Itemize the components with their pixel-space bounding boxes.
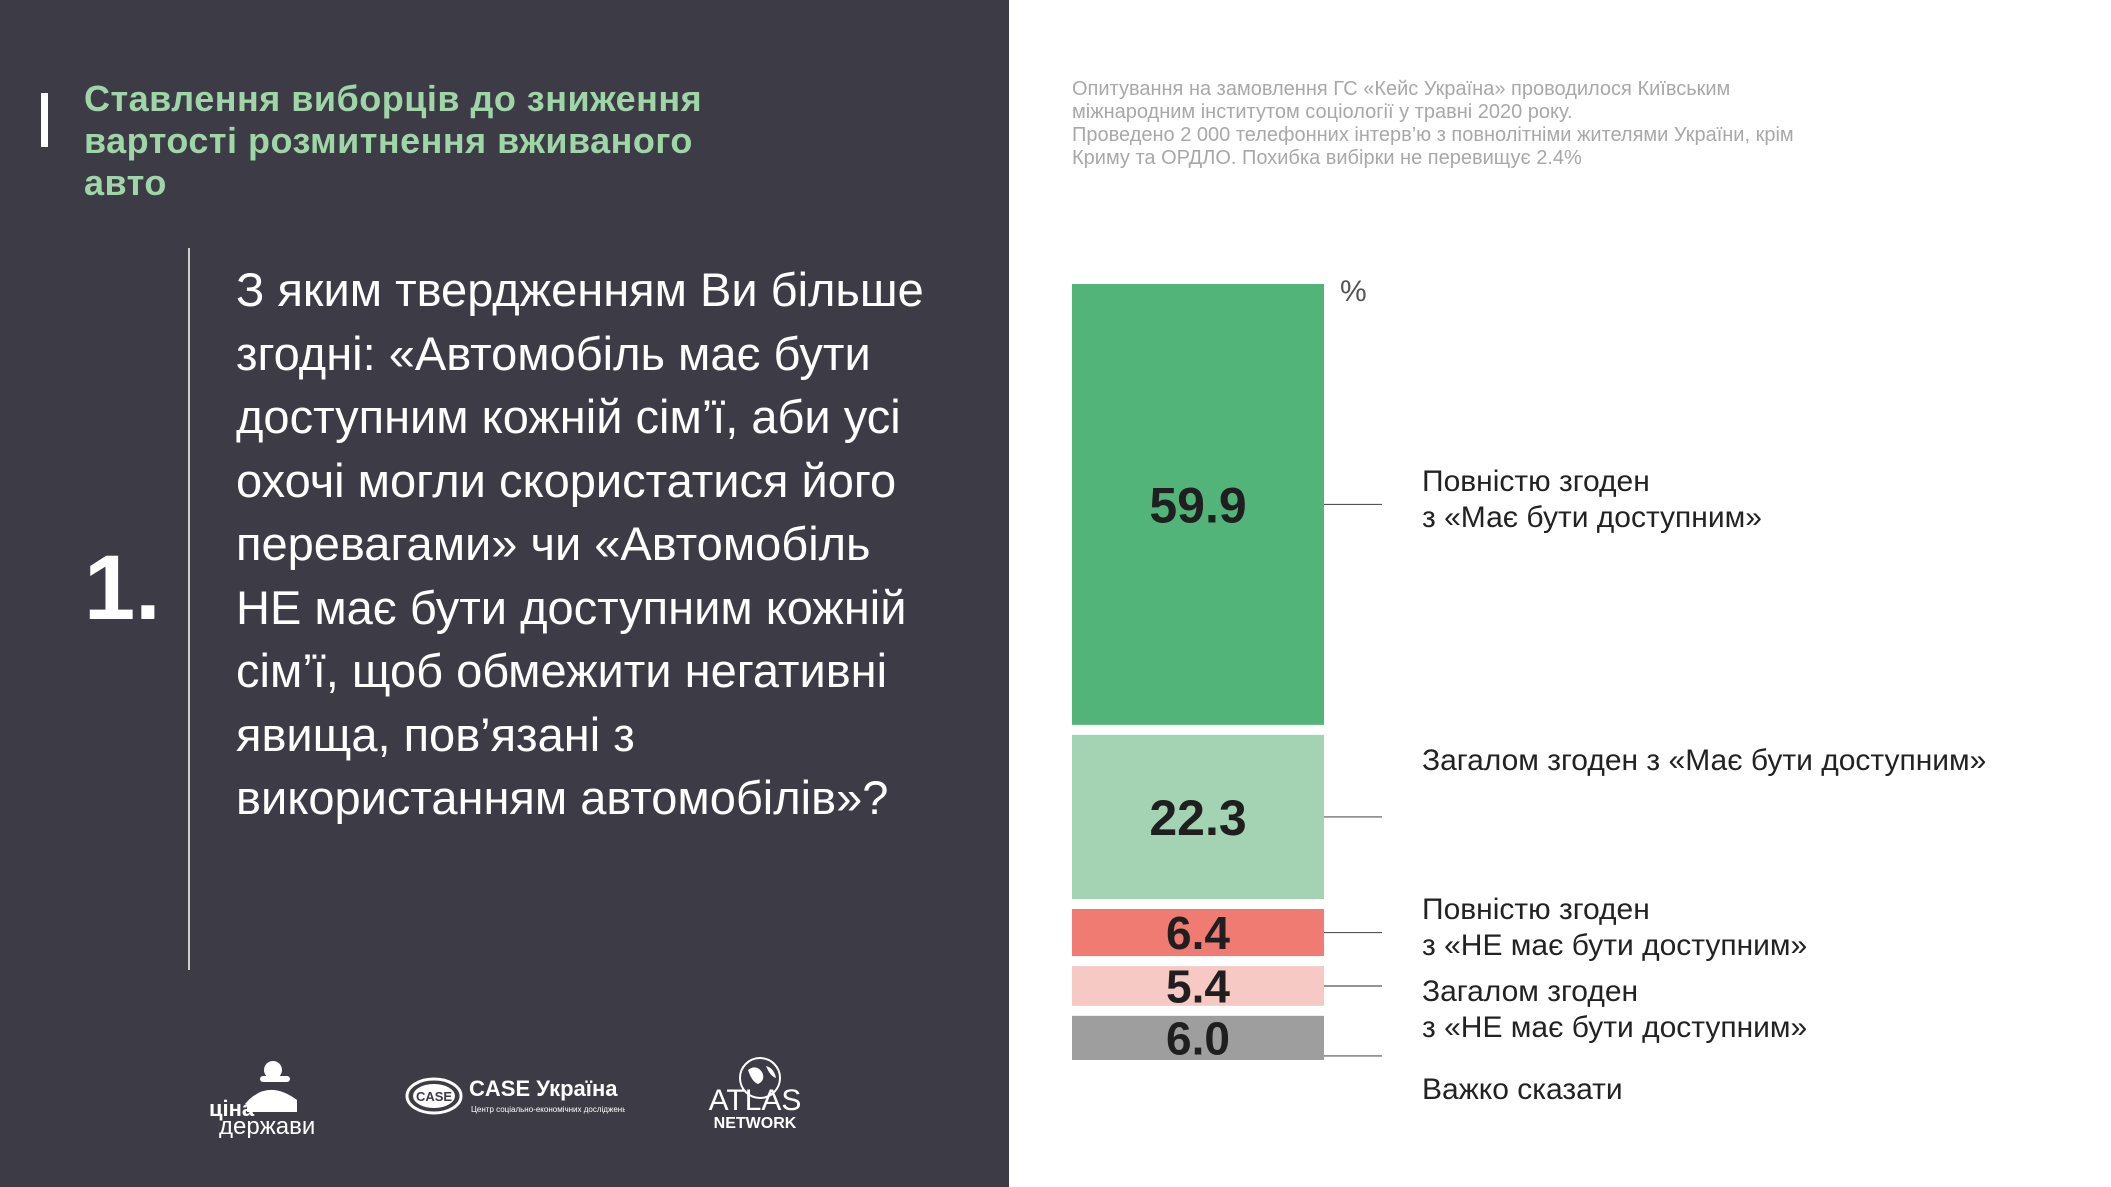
category-label-2: Загалом згоден з «Має бути доступним» <box>1422 743 1986 779</box>
category-label-1: Повністю згоден з «Має бути доступним» <box>1422 464 1762 536</box>
category-label-1-line-1: Повністю згоден <box>1422 465 1650 498</box>
category-label-5-line-1: Важко сказати <box>1422 1073 1623 1106</box>
question-number: 1. <box>84 537 161 639</box>
case-subtitle: Центр соціально-економічних досліджень <box>471 1105 625 1114</box>
slide-title: Ставлення виборців до зниження вартості … <box>84 78 703 203</box>
atlas-word: ATLAS <box>709 1084 802 1117</box>
title-accent-bar <box>41 93 48 147</box>
question-text: З яким твердженням Ви більше згодні: «Ав… <box>236 263 924 824</box>
survey-note-line-2: міжнародним інститутом соціології у трав… <box>1072 101 1573 123</box>
bar-value-label-3: 6.4 <box>1166 907 1230 959</box>
case-badge-text: CASE <box>416 1089 452 1104</box>
unit-label: % <box>1340 275 1367 308</box>
bar-segment-3 <box>1072 908 1324 957</box>
question-divider <box>188 248 190 970</box>
category-label-4-line-2: з «НЕ має бути доступним» <box>1422 1011 1808 1044</box>
category-label-3-line-2: з «НЕ має бути доступним» <box>1422 929 1808 962</box>
bar-segment-2 <box>1072 734 1324 899</box>
category-label-3-line-1: Повністю згоден <box>1422 893 1650 926</box>
category-label-1-line-2: з «Має бути доступним» <box>1422 501 1762 534</box>
tsina-derzhavy-logo: ціна держави <box>209 1061 315 1138</box>
atlas-network-logo: ATLAS NETWORK <box>709 1057 802 1132</box>
derzhavy-word: держави <box>219 1113 315 1138</box>
bar-value-label-4: 5.4 <box>1166 961 1230 1013</box>
category-label-3: Повністю згоден з «НЕ має бути доступним» <box>1422 892 1807 964</box>
case-name: CASE Україна <box>469 1076 618 1101</box>
survey-note-line-3: Проведено 2 000 телефонних інтерв’ю з по… <box>1072 124 1794 146</box>
bar-value-label-5: 6.0 <box>1166 1012 1230 1064</box>
survey-note-line-4: Криму та ОРДЛО. Похибка вибірки не перев… <box>1072 147 1582 169</box>
case-ukraine-logo: CASE CASE Україна Центр соціально-економ… <box>405 1076 625 1115</box>
survey-note-line-1: Опитування на замовлення ГС «Кейс Україн… <box>1072 78 1731 100</box>
survey-note: Опитування на замовлення ГС «Кейс Україн… <box>1072 78 1992 170</box>
partner-logos: ціна держави CASE CASE Україна Центр соц… <box>0 1050 1009 1140</box>
category-label-5: Важко сказати <box>1422 1072 1623 1108</box>
bar-value-label-1: 59.9 <box>1149 477 1246 533</box>
bar-segment-5 <box>1072 1015 1324 1060</box>
bar-value-label-2: 22.3 <box>1149 790 1246 846</box>
category-label-2-line-1: Загалом згоден з «Має бути доступним» <box>1422 744 1987 777</box>
bar-segment-1 <box>1072 284 1324 725</box>
bar-segment-4 <box>1072 966 1324 1006</box>
tsina-word: ціна <box>209 1096 255 1121</box>
network-word: NETWORK <box>714 1115 797 1132</box>
category-label-4-line-1: Загалом згоден <box>1422 975 1639 1008</box>
left-panel: Ставлення виборців до зниження вартості … <box>0 0 1009 1187</box>
category-label-4: Загалом згоден з «НЕ має бути доступним» <box>1422 974 1807 1046</box>
